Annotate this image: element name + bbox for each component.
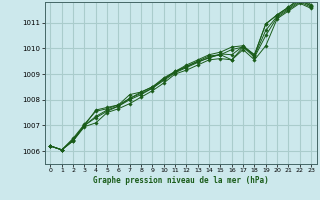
X-axis label: Graphe pression niveau de la mer (hPa): Graphe pression niveau de la mer (hPa) <box>93 176 269 185</box>
